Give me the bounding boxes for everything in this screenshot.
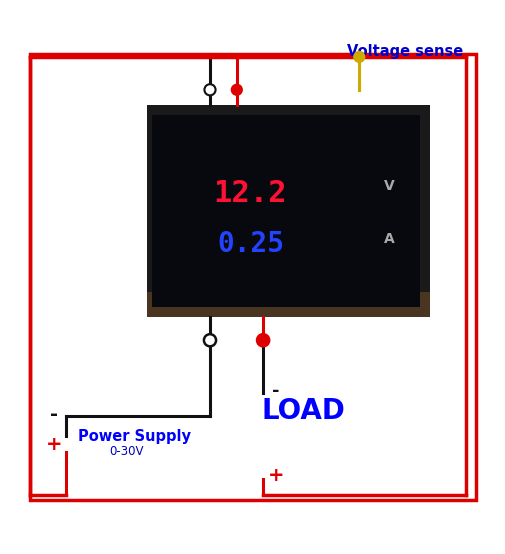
Circle shape <box>354 52 364 62</box>
Text: 12.2: 12.2 <box>213 179 287 208</box>
FancyBboxPatch shape <box>146 105 429 317</box>
Text: LOAD: LOAD <box>261 397 345 425</box>
Text: +: + <box>46 435 62 454</box>
Text: -: - <box>50 405 58 424</box>
Text: 0.25: 0.25 <box>217 230 283 258</box>
Circle shape <box>204 334 216 346</box>
Text: Voltage sense: Voltage sense <box>346 44 462 59</box>
Text: +: + <box>267 466 283 485</box>
Bar <box>152 115 419 307</box>
Text: A: A <box>383 232 394 246</box>
Bar <box>146 292 429 317</box>
Text: Power Supply: Power Supply <box>78 429 191 444</box>
Circle shape <box>204 84 215 95</box>
Text: V: V <box>383 179 394 193</box>
Circle shape <box>257 334 269 346</box>
Circle shape <box>231 85 241 95</box>
Bar <box>30 54 475 500</box>
Text: -: - <box>272 382 279 400</box>
Text: 0-30V: 0-30V <box>109 445 143 458</box>
